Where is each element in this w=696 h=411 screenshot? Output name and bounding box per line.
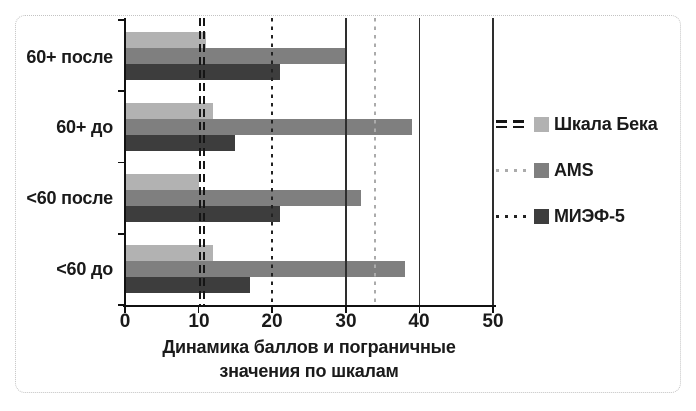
legend-label-iief5: МИЭФ-5 — [554, 205, 625, 226]
double-dash-line-sample-icon — [496, 119, 528, 129]
legend-entry-beck-scale: Шкала Бека — [496, 112, 658, 136]
bar-series0-cat3 — [125, 245, 214, 262]
x-tick-mark-0 — [124, 307, 126, 313]
x-tick-mark-20 — [271, 307, 274, 313]
category-label-under60-before: <60 до — [56, 259, 113, 279]
y-tick-mark-3 — [118, 232, 125, 235]
plot-area — [125, 18, 494, 305]
y-tick-mark-2 — [118, 161, 125, 164]
legend-entry-ams: AMS — [496, 158, 658, 182]
bar-series2-cat0 — [125, 63, 280, 80]
bar-series1-cat1 — [125, 118, 412, 135]
category-label-under60-after: <60 после — [26, 188, 113, 208]
legend-label-ams: AMS — [554, 159, 594, 180]
gridline-50 — [492, 18, 494, 305]
ams-color-swatch — [534, 162, 549, 178]
x-axis-title-line-2: значения по шкалам — [219, 361, 399, 381]
refline-double-dash — [199, 18, 206, 305]
x-tick-label-20: 20 — [261, 311, 283, 332]
refline-dotted-light — [374, 18, 377, 305]
bar-series2-cat2 — [125, 206, 280, 223]
y-tick-mark-1 — [118, 90, 125, 93]
legend-entry-iief5: МИЭФ-5 — [496, 204, 658, 228]
category-label-60plus-after: 60+ после — [26, 47, 113, 67]
bar-series0-cat1 — [125, 102, 214, 119]
bar-series1-cat0 — [125, 47, 346, 64]
bar-series1-cat2 — [125, 190, 361, 207]
x-axis-title-line-1: Динамика баллов и пограничные — [162, 337, 456, 357]
y-tick-mark-0 — [118, 19, 125, 21]
figure-border — [15, 15, 681, 393]
y-axis-line — [124, 18, 126, 307]
gridline-30 — [345, 18, 347, 305]
x-tick-mark-40 — [418, 307, 421, 313]
y-tick-mark-4 — [118, 304, 125, 306]
bar-series2-cat1 — [125, 134, 236, 151]
refline-dotted-dark — [271, 18, 274, 305]
dark-dotted-line-sample-icon — [496, 214, 528, 218]
bar-series1-cat3 — [125, 261, 405, 278]
x-tick-mark-10 — [197, 307, 200, 313]
bar-series0-cat0 — [125, 31, 206, 48]
category-label-60plus-before: 60+ до — [56, 117, 113, 137]
x-tick-label-30: 30 — [335, 311, 357, 332]
gridline-40 — [418, 18, 421, 305]
x-tick-mark-50 — [492, 307, 494, 313]
x-tick-label-40: 40 — [408, 311, 430, 332]
legend: Шкала Бека AMS МИЭФ-5 — [496, 112, 658, 228]
x-axis-line — [123, 305, 496, 307]
x-tick-label-50: 50 — [482, 311, 504, 332]
x-tick-label-10: 10 — [188, 311, 210, 332]
x-axis-title: Динамика баллов и пограничные значения п… — [125, 335, 493, 383]
x-tick-mark-30 — [344, 307, 347, 313]
x-tick-label-0: 0 — [119, 311, 131, 332]
legend-label-beck-scale: Шкала Бека — [554, 113, 658, 134]
iief5-color-swatch — [534, 208, 549, 224]
light-dotted-line-sample-icon — [496, 168, 528, 172]
bar-series0-cat2 — [125, 174, 199, 191]
bar-series2-cat3 — [125, 277, 251, 294]
beck-scale-color-swatch — [534, 116, 549, 132]
